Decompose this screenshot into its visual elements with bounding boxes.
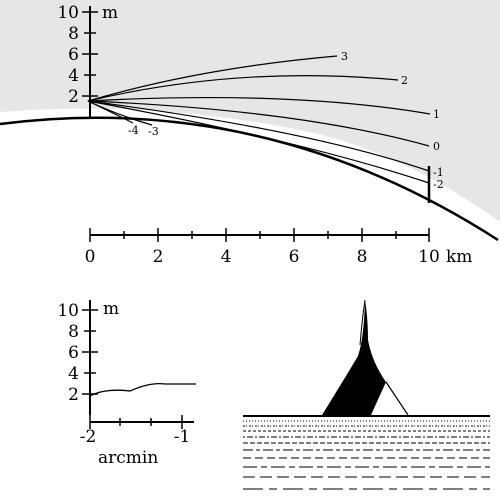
distant-ground (243, 420, 490, 490)
ray-2 (87, 75, 399, 102)
height-tick-label: 10 (57, 301, 79, 321)
angle-tick-label: -2 (80, 427, 97, 447)
ray-minus-1 (87, 100, 430, 172)
height-axis-ticks (82, 309, 98, 395)
height-tick-label: 6 (68, 343, 79, 363)
angle-tick-label: -1 (174, 427, 191, 447)
height-tick-label: 10 (57, 3, 79, 23)
height-axis-ticks (82, 11, 98, 97)
ray-label-2: 2 (401, 74, 408, 87)
ray-1 (87, 96, 431, 115)
inverted-image-mask (322, 300, 386, 415)
height-tick-label: 8 (68, 24, 79, 44)
ray-label-0: 0 (433, 140, 440, 153)
distance-tick-label: 6 (289, 247, 300, 267)
angle-axis-ticks (89, 415, 183, 429)
height-tick-label: 4 (68, 364, 79, 384)
height-unit-label: m (103, 299, 119, 319)
image-upper-wisp (359, 299, 366, 346)
ray-label-3: 3 (341, 50, 348, 63)
height-tick-label: 2 (68, 385, 79, 405)
post-reflection (385, 381, 409, 416)
ray-minus-2 (87, 100, 430, 184)
ray-0 (87, 100, 430, 147)
distance-unit-label: km (446, 247, 472, 267)
apparent-height-curve (89, 383, 196, 397)
distance-tick-label: 8 (357, 247, 368, 267)
height-tick-label: 6 (68, 45, 79, 65)
ray-trace-panel: 10 8 6 4 2 m 3 2 1 0 -1 -2 -4 -3 (0, 0, 500, 267)
ray-label-1: 1 (433, 108, 440, 121)
distance-tick-label: 10 (418, 247, 440, 267)
mirage-image-panel (243, 299, 490, 490)
height-tick-label: 2 (68, 87, 79, 107)
ray-label-minus-4: -4 (128, 124, 139, 137)
sky-shading (0, 0, 500, 222)
ray-3 (87, 55, 338, 102)
distance-tick-label: 4 (221, 247, 232, 267)
height-unit-label: m (102, 3, 118, 23)
ray-label-minus-1: -1 (433, 166, 444, 179)
angle-unit-label: arcmin (98, 448, 158, 468)
ray-label-minus-2: -2 (433, 178, 444, 191)
distance-axis-ticks (89, 228, 430, 242)
angle-height-panel: 10 8 6 4 2 m -2 -1 arcmin (57, 299, 196, 468)
ray-label-minus-3: -3 (148, 125, 159, 138)
distance-tick-label: 2 (153, 247, 164, 267)
ray-minus-4 (87, 100, 134, 124)
height-tick-label: 4 (68, 66, 79, 86)
height-tick-label: 8 (68, 322, 79, 342)
distance-tick-label: 0 (85, 247, 96, 267)
ray-bundle (87, 55, 431, 184)
